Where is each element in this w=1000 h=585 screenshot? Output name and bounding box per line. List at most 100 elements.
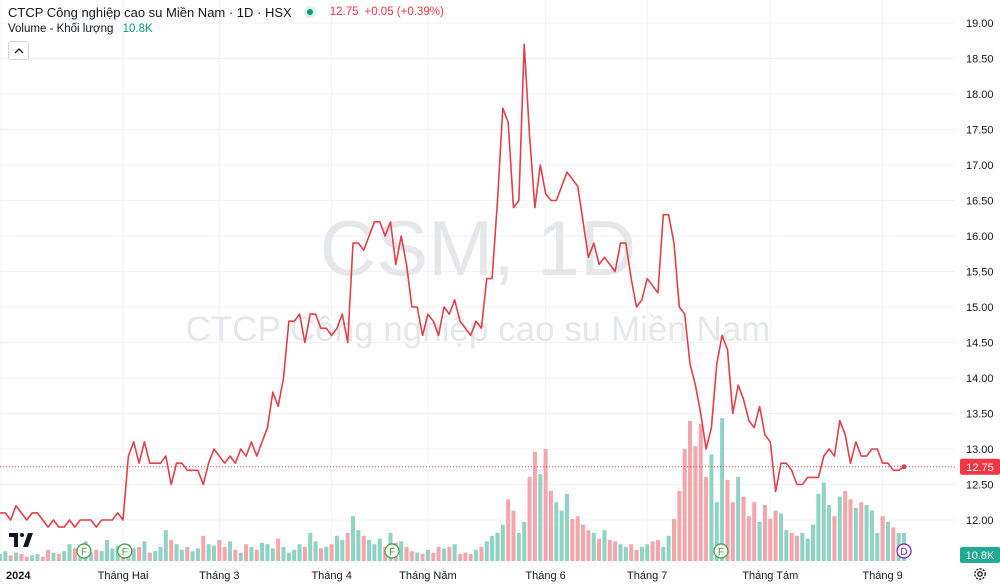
event-marker[interactable]: F [117, 543, 133, 559]
volume-bar [522, 521, 527, 561]
volume-bar [591, 533, 596, 561]
volume-bar [40, 556, 45, 561]
volume-bar [548, 491, 553, 561]
volume-bar [811, 524, 816, 561]
event-marker[interactable]: F [713, 543, 729, 559]
volume-bar [104, 540, 110, 561]
event-marker-label: D [900, 547, 907, 558]
x-tick-label: Tháng Hai [98, 570, 149, 582]
volume-bar [891, 527, 896, 561]
event-marker-circle [76, 543, 92, 559]
tradingview-logo-icon[interactable] [9, 530, 33, 550]
volume-bar [650, 541, 655, 561]
volume-bar [757, 521, 762, 561]
volume-bar [463, 552, 468, 561]
volume-bar [345, 533, 350, 561]
volume-indicator-label: Volume - Khối lượng [8, 23, 114, 35]
volume-bar [511, 510, 516, 561]
y-tick-label: 15.50 [966, 267, 994, 279]
volume-bar [399, 541, 404, 561]
volume-bar [249, 547, 254, 561]
x-tick-label: Tháng 4 [311, 570, 351, 582]
volume-bar [372, 544, 377, 561]
volume-bar [137, 547, 142, 561]
volume-bar [720, 418, 725, 561]
volume-bar [292, 549, 297, 561]
volume-bar [714, 502, 719, 561]
volume-bar [746, 516, 751, 561]
y-tick-label: 17.00 [966, 160, 994, 172]
gear-icon[interactable] [972, 566, 988, 582]
volume-bar [709, 454, 714, 561]
last-price-axis-label: 12.75 [966, 462, 994, 474]
y-tick-label: 12.00 [966, 515, 994, 527]
volume-bar [827, 505, 832, 561]
volume-bar [441, 548, 447, 561]
volume-bar [532, 451, 537, 561]
volume-bar [837, 496, 842, 561]
volume-bar [527, 477, 532, 561]
event-marker[interactable]: F [384, 543, 400, 559]
volume-bar [789, 533, 794, 561]
volume-bar [270, 548, 275, 561]
y-tick-label: 16.00 [966, 231, 994, 243]
volume-bar [415, 552, 420, 561]
event-marker-label: F [81, 547, 87, 558]
collapse-legend-button[interactable] [8, 41, 29, 60]
volume-axis-badge [960, 547, 1000, 563]
volume-bar [233, 549, 238, 561]
volume-bar [297, 544, 302, 561]
volume-bar [67, 544, 72, 561]
chevron-up-icon [14, 47, 23, 53]
volume-bar [409, 551, 414, 561]
volume-bar [736, 477, 741, 561]
volume-bar [602, 530, 607, 561]
volume-bar [538, 474, 543, 561]
volume-bar [629, 544, 634, 561]
volume-bar [843, 491, 848, 561]
volume-bar [14, 552, 19, 561]
volume-bar [725, 479, 730, 561]
volume-bar [222, 547, 227, 561]
event-marker-circle [384, 543, 400, 559]
volume-bar [158, 547, 163, 561]
volume-bar [671, 519, 677, 561]
volume-bar [308, 533, 313, 561]
volume-axis-label: 10.8K [966, 550, 995, 562]
volume-bar [741, 496, 746, 561]
volume-bar [367, 540, 372, 561]
volume-bar [468, 554, 473, 561]
volume-bar [265, 544, 270, 561]
volume-bar [72, 548, 77, 561]
volume-bar [88, 552, 93, 561]
volume-bar [377, 538, 382, 561]
volume-bar [217, 540, 222, 561]
volume-bar [645, 544, 650, 561]
volume-bar [597, 538, 602, 561]
x-tick-label: Tháng 6 [525, 570, 565, 582]
volume-bar [853, 507, 858, 561]
volume-bar [318, 548, 323, 561]
event-marker[interactable]: D [896, 543, 912, 559]
volume-bar [800, 533, 805, 561]
volume-bar [688, 421, 693, 561]
volume-bar [195, 548, 200, 561]
symbol-title[interactable]: CTCP Công nghiệp cao su Miền Nam · 1D · … [8, 4, 292, 20]
volume-bar [24, 556, 29, 561]
volume-bar [677, 491, 682, 561]
volume-bar [666, 535, 671, 561]
y-tick-label: 18.50 [966, 54, 994, 66]
event-marker[interactable]: F [76, 543, 92, 559]
volume-bar [452, 544, 457, 561]
volume-bar [361, 535, 366, 561]
volume-bar [500, 524, 505, 561]
volume-bar [704, 477, 709, 561]
volume-legend[interactable]: Volume - Khối lượng 10.8K [8, 23, 153, 35]
x-tick-label: Tháng 3 [199, 570, 239, 582]
volume-bar [356, 530, 361, 561]
volume-bar [436, 547, 441, 561]
volume-bar [490, 535, 495, 561]
watermark-name: CTCP Công nghiệp cao su Miền Nam [186, 310, 771, 349]
volume-bar [329, 544, 334, 561]
